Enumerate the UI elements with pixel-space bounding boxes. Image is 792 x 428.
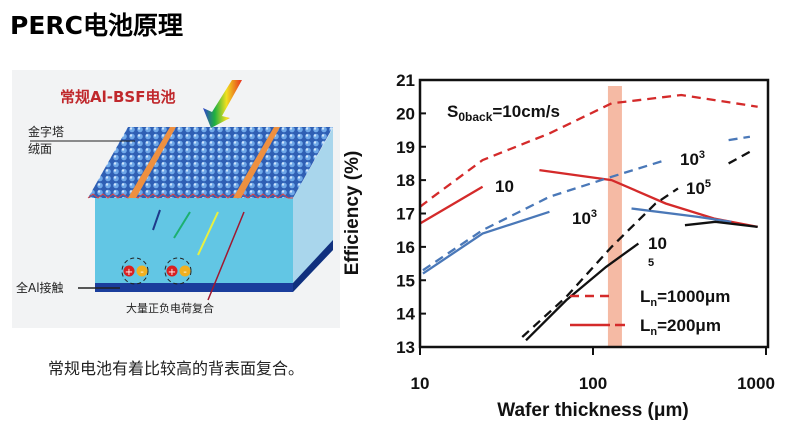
x-tick-label: 10 bbox=[411, 374, 430, 393]
y-tick-label: 21 bbox=[396, 71, 415, 90]
emitter-line bbox=[87, 193, 293, 199]
page-title: PERC电池原理 bbox=[10, 11, 183, 40]
y-tick-label: 13 bbox=[396, 338, 415, 357]
legend-item-ln1000: Ln=1000μm bbox=[640, 287, 730, 309]
y-tick-label: 20 bbox=[396, 104, 415, 123]
annotation-s10: 10 bbox=[495, 177, 514, 196]
x-tick-label: 1000 bbox=[737, 374, 775, 393]
series-line-S100000-Ln200 bbox=[525, 242, 640, 342]
y-tick-label: 19 bbox=[396, 138, 415, 157]
arrow-yellow bbox=[197, 211, 219, 256]
x-axis-label: Wafer thickness (μm) bbox=[497, 400, 688, 421]
annotation-s1e5-ln200-sub: 5 bbox=[648, 257, 654, 269]
pyramid-texture bbox=[88, 127, 333, 198]
charge-pair-1 bbox=[121, 257, 149, 285]
front-finger-1 bbox=[128, 127, 176, 198]
hole-symbol: + bbox=[168, 267, 176, 278]
y-tick-label: 16 bbox=[396, 238, 415, 257]
y-tick-label: 17 bbox=[396, 205, 415, 224]
label-recombination: 大量正负电荷复合 bbox=[126, 301, 214, 315]
al-back-contact bbox=[95, 283, 293, 292]
caption: 常规电池有着比较高的背表面复合。 bbox=[48, 359, 305, 378]
x-tick-label: 100 bbox=[579, 374, 607, 393]
legend-item-ln200: Ln=200μm bbox=[640, 316, 721, 338]
series-line-S100000-Ln1000 bbox=[728, 150, 751, 165]
label-texture: 金字塔 bbox=[28, 124, 64, 139]
annotation-s1e5-ln200: 10 bbox=[648, 234, 667, 253]
highlight-band bbox=[607, 86, 622, 347]
annotation-s1e3-ln200: 103 bbox=[572, 208, 597, 228]
label-contact: 全Al接触 bbox=[16, 280, 64, 295]
hole-symbol: + bbox=[125, 267, 133, 278]
annotation-s1e3-ln1000: 103 bbox=[680, 149, 705, 169]
y-axis-label: Efficiency (%) bbox=[342, 151, 363, 276]
al-back-contact-side bbox=[293, 240, 333, 292]
arrow-green bbox=[173, 211, 191, 239]
arrow-blue bbox=[152, 209, 161, 231]
front-finger-2 bbox=[233, 127, 280, 198]
series-line-S10-Ln1000 bbox=[419, 93, 758, 208]
series-line-S1000-Ln1000 bbox=[728, 135, 751, 142]
arrow-red bbox=[207, 211, 245, 301]
y-tick-label: 15 bbox=[396, 271, 415, 290]
label-texture: 绒面 bbox=[28, 142, 52, 156]
y-tick-label: 18 bbox=[396, 171, 415, 190]
electron-symbol: - bbox=[140, 267, 144, 278]
series-line-S10-Ln200 bbox=[419, 185, 484, 225]
y-tick-label: 14 bbox=[396, 305, 415, 324]
charge-pair-2 bbox=[164, 257, 192, 285]
annotation-s1e5-ln1000: 105 bbox=[686, 178, 711, 198]
series-line-S100000-Ln1000 bbox=[521, 187, 679, 338]
series-line-S1000-Ln200 bbox=[631, 207, 732, 223]
diagram-heading: 常规Al-BSF电池 bbox=[60, 88, 175, 106]
series-line-S1000-Ln1000 bbox=[422, 159, 666, 272]
series-line-S1000-Ln200 bbox=[422, 210, 550, 275]
series-line-S100000-Ln200 bbox=[684, 220, 758, 228]
electron-symbol: - bbox=[183, 267, 187, 278]
annotation-s0back: S0back=10cm/s bbox=[447, 102, 560, 124]
sunlight-arrow-icon bbox=[203, 80, 242, 128]
